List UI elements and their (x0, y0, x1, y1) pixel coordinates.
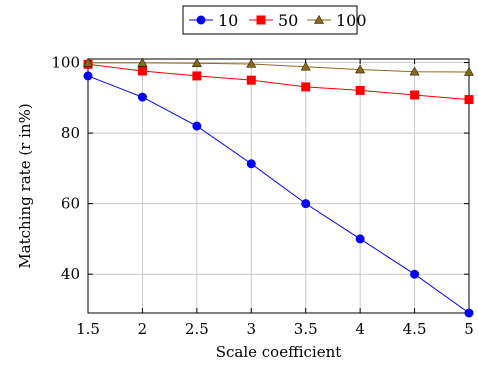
x-tick-label: 5 (464, 320, 474, 338)
data-point-50 (355, 85, 365, 95)
series-10 (83, 71, 474, 318)
data-point-10 (192, 121, 202, 131)
data-point-10 (410, 269, 420, 279)
data-point-50 (192, 71, 202, 81)
ticks: 1.5 2 2.5 3 3.5 4 4.5 5 40 60 80 100 (51, 54, 473, 338)
data-point-10 (246, 159, 256, 169)
data-point-10 (83, 71, 93, 81)
legend-item-100: 100 (307, 11, 367, 30)
series-line-50 (87, 63, 470, 101)
data-point-50 (410, 90, 420, 100)
data-point-50 (301, 82, 311, 92)
x-tick-label: 4.5 (403, 320, 427, 338)
y-axis-title: Matching rate (r in%) (16, 103, 34, 268)
data-point-100 (463, 66, 475, 76)
x-axis-title: Scale coefficient (216, 343, 342, 361)
x-tick-label: 2.5 (185, 320, 209, 338)
legend-marker (196, 15, 206, 25)
data-point-100 (82, 57, 94, 67)
legend: 10 50 100 (182, 5, 367, 35)
legend-marker (313, 14, 325, 24)
x-tick-label: 4 (355, 320, 365, 338)
data-point-10 (464, 308, 474, 318)
data-point-100 (355, 64, 366, 74)
y-tick-label: 40 (61, 265, 80, 283)
x-tick-label: 1.5 (76, 320, 100, 338)
data-point-100 (409, 66, 420, 76)
data-point-10 (355, 234, 365, 244)
data-point-100 (191, 58, 202, 67)
legend-label: 10 (218, 11, 238, 30)
data-point-10 (301, 199, 311, 209)
x-tick-label: 2 (138, 320, 148, 338)
legend-label: 100 (336, 11, 367, 30)
data-point-50 (137, 66, 147, 76)
y-tick-label: 100 (51, 54, 80, 72)
x-tick-label: 3 (247, 320, 257, 338)
data-point-100 (300, 61, 311, 71)
legend-marker (256, 15, 266, 25)
data-point-10 (137, 92, 147, 102)
data-point-50 (246, 75, 256, 85)
series-line-10 (87, 75, 470, 314)
plot-frame (87, 58, 470, 314)
legend-item-50: 50 (249, 11, 298, 30)
y-tick-label: 80 (61, 124, 80, 142)
y-tick-label: 60 (61, 195, 80, 213)
data-point-100 (137, 57, 148, 67)
legend-item-10: 10 (189, 11, 238, 30)
x-tick-label: 3.5 (294, 320, 318, 338)
data-point-100 (246, 58, 257, 68)
legend-label: 50 (278, 11, 298, 30)
series-line-100 (88, 62, 470, 73)
data-point-50 (464, 95, 474, 105)
series-layer (82, 57, 475, 318)
series-100 (82, 57, 475, 76)
